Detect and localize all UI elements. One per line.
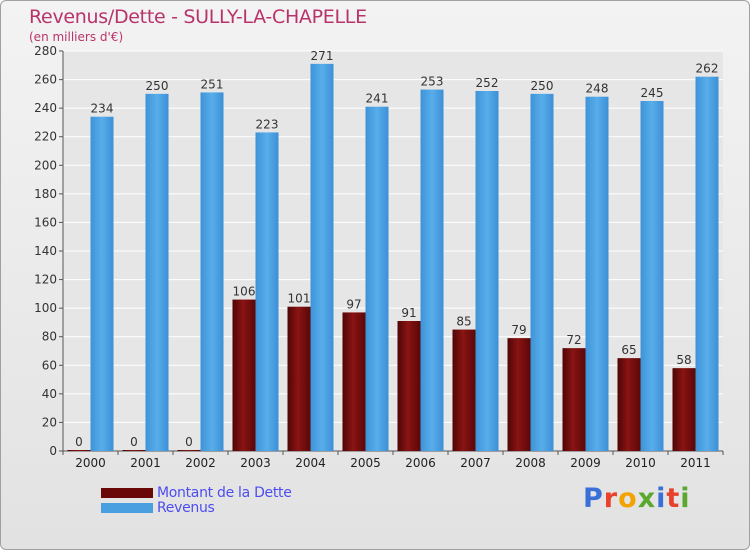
y-tick-label: 80 [42,330,57,344]
logo-letter: i [680,483,691,514]
y-tick-label: 220 [34,130,57,144]
y-tick-label: 100 [34,301,57,315]
data-label-debt-2010: 65 [621,343,636,357]
bar-debt-2011 [672,368,696,451]
x-tick-label: 2006 [405,456,436,470]
data-label-debt-2008: 79 [511,323,526,337]
x-tick-label: 2001 [130,456,161,470]
bar-revenus-2002 [200,92,224,451]
x-tick-label: 2007 [460,456,491,470]
data-label-debt-2004: 101 [288,292,311,306]
data-label-debt-2002: 0 [185,435,193,449]
y-tick-label: 200 [34,158,57,172]
bar-revenus-2009 [585,96,609,451]
chart-title: Revenus/Dette - SULLY-LA-CHAPELLE [29,6,367,28]
legend-swatch-debt [101,487,153,498]
data-label-revenus-2008: 250 [531,79,554,93]
x-tick-label: 2004 [295,456,326,470]
bar-debt-2003 [232,299,256,451]
bar-revenus-2001 [145,93,169,451]
data-label-revenus-2005: 241 [366,92,389,106]
bar-revenus-2003 [255,132,279,451]
logo-letter: t [666,483,681,514]
bar-debt-2001 [122,450,146,451]
chart-subtitle: (en milliers d'€) [29,30,124,44]
x-tick-label: 2005 [350,456,381,470]
data-label-revenus-2004: 271 [311,49,334,63]
data-label-debt-2003: 106 [233,285,256,299]
data-label-revenus-2006: 253 [421,75,444,89]
y-tick-label: 140 [34,244,57,258]
y-tick-label: 240 [34,101,57,115]
bar-debt-2009 [562,348,586,451]
legend-item-revenus: Revenus [101,499,292,516]
logo-letter: r [603,483,619,514]
logo-letter: P [583,483,604,514]
bar-revenus-2000 [90,116,114,451]
bar-revenus-2008 [530,93,554,451]
bar-debt-2007 [452,329,476,451]
y-tick-label: 40 [42,387,57,401]
data-label-revenus-2003: 223 [256,117,279,131]
bar-debt-2002 [177,450,201,451]
y-tick-label: 20 [42,415,57,429]
x-tick-label: 2009 [570,456,601,470]
proxiti-logo: Proxiti [583,483,691,514]
bar-debt-2010 [617,358,641,451]
legend-swatch-revenus [101,502,153,513]
data-label-revenus-2007: 252 [476,76,499,90]
data-label-revenus-2009: 248 [586,82,609,96]
logo-letter: i [656,483,667,514]
bar-revenus-2010 [640,101,664,451]
data-label-debt-2001: 0 [130,435,138,449]
bar-debt-2004 [287,306,311,451]
x-tick-label: 2008 [515,456,546,470]
bar-revenus-2007 [475,91,499,451]
x-tick-label: 2000 [75,456,106,470]
x-tick-label: 2010 [625,456,656,470]
logo-letter: o [618,483,638,514]
data-label-debt-2009: 72 [566,333,581,347]
data-label-revenus-2011: 262 [696,62,719,76]
bar-revenus-2011 [695,76,719,451]
y-tick-label: 160 [34,215,57,229]
data-label-debt-2007: 85 [456,315,471,329]
bar-debt-2000 [67,450,91,451]
data-label-debt-2006: 91 [401,306,416,320]
legend-label-debt: Montant de la Dette [157,484,292,501]
bar-revenus-2004 [310,63,334,451]
data-label-debt-2005: 97 [346,297,361,311]
data-label-revenus-2000: 234 [91,102,114,116]
legend: Montant de la Dette Revenus [101,484,292,516]
data-label-debt-2000: 0 [75,435,83,449]
data-label-revenus-2001: 250 [146,79,169,93]
data-label-debt-2011: 58 [676,353,691,367]
y-tick-label: 180 [34,187,57,201]
y-tick-label: 60 [42,358,57,372]
data-label-revenus-2002: 251 [201,77,224,91]
y-tick-label: 0 [49,444,57,458]
bar-debt-2005 [342,312,366,451]
x-tick-label: 2011 [680,456,711,470]
y-tick-label: 260 [34,73,57,87]
bar-revenus-2005 [365,106,389,451]
legend-item-debt: Montant de la Dette [101,484,292,501]
x-tick-label: 2003 [240,456,271,470]
y-tick-label: 120 [34,273,57,287]
bar-debt-2008 [507,338,531,451]
bar-debt-2006 [397,321,421,451]
x-tick-label: 2002 [185,456,216,470]
bar-revenus-2006 [420,89,444,452]
data-label-revenus-2010: 245 [641,86,664,100]
logo-letter: x [637,483,657,514]
legend-label-revenus: Revenus [157,499,215,516]
y-tick-label: 280 [34,44,57,58]
